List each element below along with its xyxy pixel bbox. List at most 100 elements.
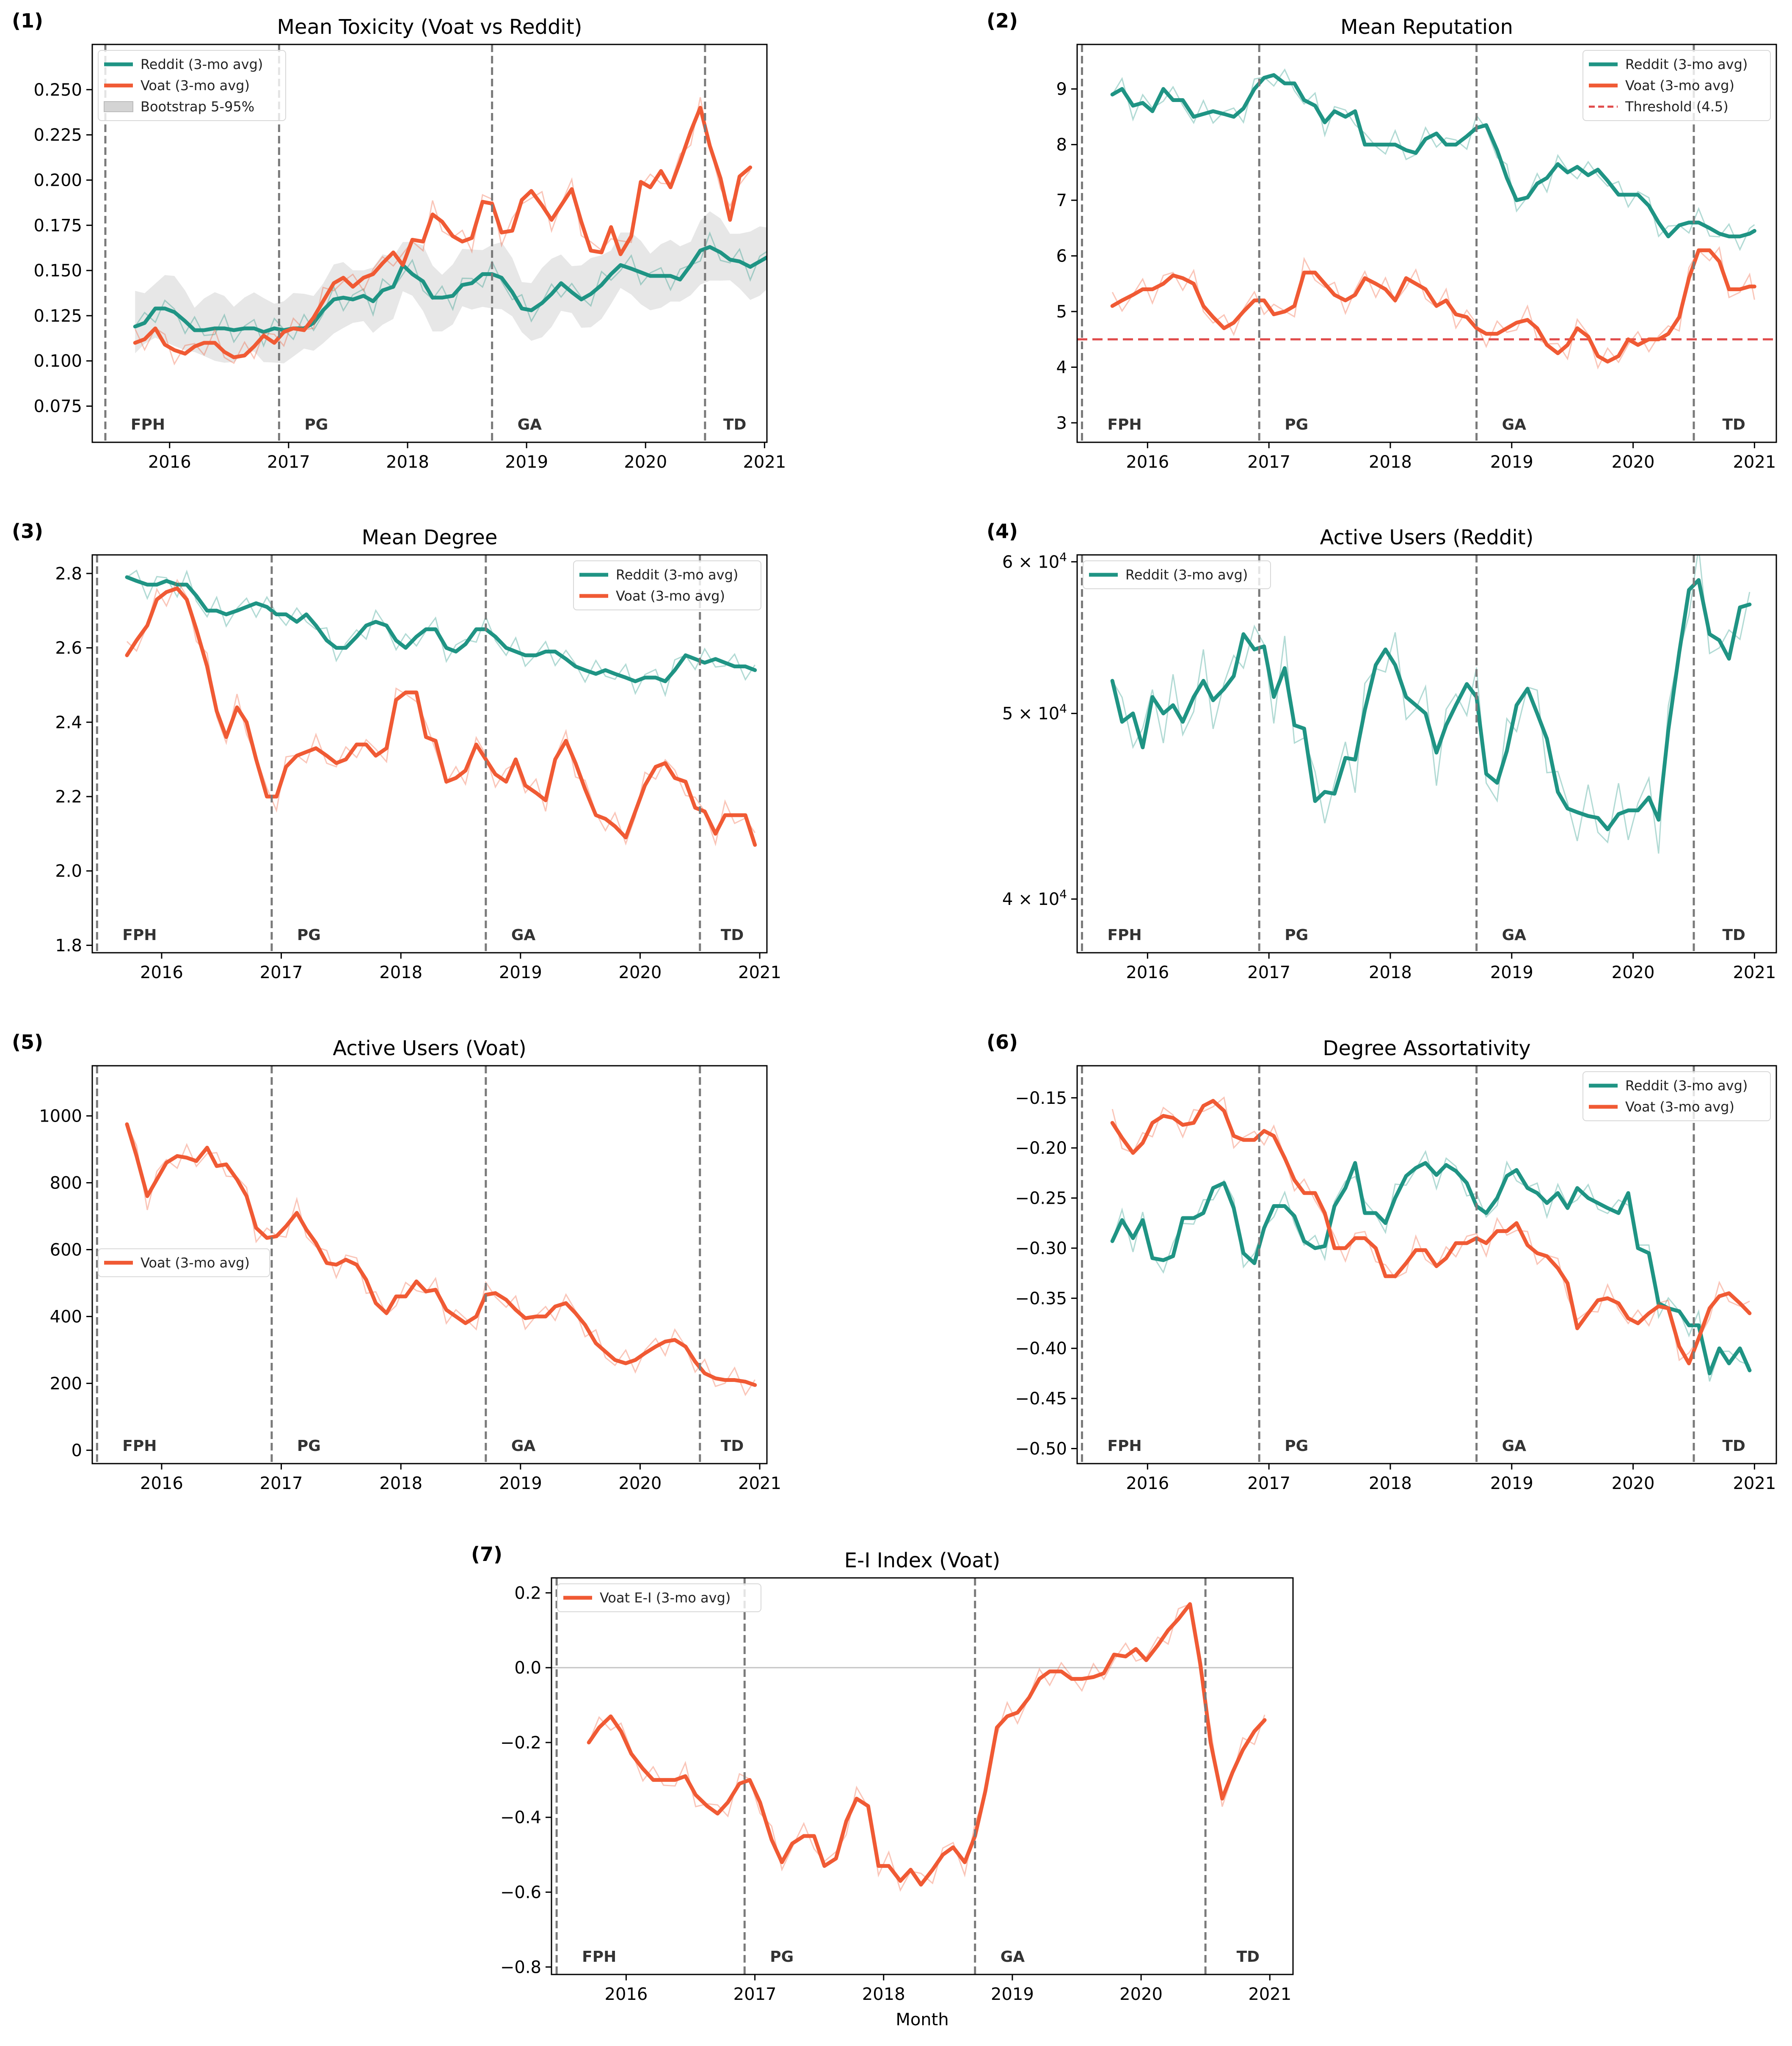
x-tick-label: 2019: [499, 1474, 542, 1493]
raw-line-voat-3-mo-avg: [1111, 246, 1755, 369]
plot-area: [551, 1578, 1293, 1974]
event-label-pg: PG: [297, 926, 321, 944]
y-tick-label: 800: [50, 1173, 82, 1193]
legend: Reddit (3-mo avg) Voat (3-mo avg) Threshol…: [1582, 50, 1771, 121]
x-tick-label: 2021: [743, 452, 786, 472]
chart-title: Mean Toxicity (Voat vs Reddit): [277, 15, 582, 39]
legend-label: Reddit (3-mo avg): [616, 567, 738, 583]
axes-frame: [1076, 554, 1777, 954]
y-tick-label: 0.2: [514, 1583, 541, 1603]
y-tick-label: 5: [1056, 302, 1067, 322]
y-tick-label: 600: [50, 1240, 82, 1260]
y-tick-label: 0.225: [33, 126, 82, 145]
y-tick-label: 0.075: [33, 397, 82, 416]
panel-label: (7): [471, 1543, 502, 1566]
y-tick-label: 1.8: [55, 936, 82, 955]
series-line-voat-3-mo-avg: [1110, 1099, 1752, 1365]
y-tick-label: 400: [50, 1307, 82, 1326]
legend-box: [1582, 1071, 1771, 1121]
legend: Voat E-I (3-mo avg): [557, 1583, 761, 1612]
event-label-fph: FPH: [122, 1437, 157, 1455]
x-tick-label: 2017: [1247, 452, 1290, 472]
y-tick-label: 4: [1056, 358, 1067, 378]
legend-box: [573, 560, 761, 610]
bootstrap-band: [135, 211, 767, 364]
panel-4: (4) Active Users (Reddit) FPH PG GA TD 2016 201…: [987, 520, 1777, 982]
chart-title: Mean Reputation: [1340, 15, 1513, 39]
chart-title: Active Users (Voat): [333, 1037, 527, 1060]
chart-title: Mean Degree: [362, 526, 498, 549]
plot-area: [1081, 555, 1752, 953]
legend-box: [557, 1583, 761, 1612]
y-tick-label: 0: [72, 1441, 82, 1460]
x-tick-label: 2017: [260, 963, 303, 982]
y-tick-label: −0.2: [500, 1733, 541, 1753]
panel-7: (7) E-I Index (Voat) FPH PG GA TD 2016 2017 2018…: [471, 1543, 1294, 2029]
x-tick-label: 2018: [1369, 1474, 1412, 1493]
raw-line-reddit-3-mo-avg: [1111, 1150, 1750, 1382]
panel-1: (1) Mean Toxicity (Voat vs Reddit) FPH PG GA…: [12, 9, 786, 472]
plot-area: [1077, 44, 1776, 442]
y-tick-label: −0.6: [500, 1883, 541, 1903]
legend-label: Voat (3-mo avg): [141, 1255, 250, 1271]
chart-title: Active Users (Reddit): [1320, 526, 1534, 549]
event-label-pg: PG: [1285, 416, 1308, 433]
x-tick-label: 2016: [140, 1474, 183, 1493]
x-tick-label: 2019: [1490, 1474, 1533, 1493]
event-label-td: TD: [721, 926, 744, 944]
axes-frame: [91, 1065, 768, 1464]
y-tick-label: 0.175: [33, 216, 82, 235]
raw-line-voat-3-mo-avg: [1111, 1096, 1750, 1362]
y-tick-label: 8: [1056, 135, 1067, 155]
x-tick-label: 2018: [379, 963, 422, 982]
series-line-reddit-3-mo-avg: [1110, 1161, 1752, 1376]
x-tick-label: 2018: [1369, 452, 1412, 472]
y-tick-label: −0.30: [1015, 1239, 1067, 1258]
y-tick-label: 7: [1056, 191, 1067, 210]
event-label-pg: PG: [1285, 1437, 1308, 1455]
panel-5: (5) Active Users (Voat) FPH PG GA TD 2016 2017 2…: [12, 1031, 781, 1493]
event-label-fph: FPH: [582, 1948, 616, 1966]
x-tick-label: 2019: [1490, 963, 1533, 982]
panel-6: (6) Degree Assortativity FPH PG GA TD 2016 2017…: [987, 1031, 1777, 1493]
y-tick-label: −0.8: [500, 1958, 541, 1977]
x-tick-label: 2016: [1126, 452, 1169, 472]
event-label-td: TD: [1722, 1437, 1745, 1455]
x-tick-label: 2020: [1612, 1474, 1655, 1493]
x-tick-label: 2018: [1369, 963, 1412, 982]
x-tick-label: 2018: [386, 452, 429, 472]
panel-label: (5): [12, 1031, 43, 1053]
x-tick-label: 2017: [1247, 1474, 1290, 1493]
legend-swatch: [104, 101, 133, 112]
event-label-td: TD: [1722, 926, 1745, 944]
y-tick-label: −0.45: [1015, 1389, 1067, 1409]
event-label-pg: PG: [1285, 926, 1308, 944]
event-label-pg: PG: [297, 1437, 321, 1455]
legend: Voat (3-mo avg): [98, 1248, 270, 1277]
y-tick-label: −0.40: [1015, 1339, 1067, 1359]
y-tick-label: −0.50: [1015, 1439, 1067, 1459]
panel-label: (6): [987, 1031, 1018, 1053]
y-tick-label: −0.15: [1015, 1089, 1067, 1108]
y-tick-label: −0.20: [1015, 1139, 1067, 1158]
x-tick-label: 2017: [260, 1474, 303, 1493]
legend-label: Voat (3-mo avg): [1625, 77, 1734, 94]
axes-frame: [551, 1577, 1294, 1975]
legend-box: [1582, 50, 1771, 121]
legend-label: Voat (3-mo avg): [141, 77, 250, 94]
event-label-fph: FPH: [122, 926, 157, 944]
x-tick-label: 2020: [624, 452, 667, 472]
x-tick-label: 2019: [499, 963, 542, 982]
legend-box: [98, 1248, 270, 1277]
y-tick-label: 0.150: [33, 261, 82, 281]
event-label-pg: PG: [770, 1948, 794, 1966]
x-axis-label: Month: [896, 2010, 948, 2029]
series-line-voat-3-mo-avg: [125, 1122, 757, 1387]
x-tick-label: 2017: [733, 1985, 777, 2004]
legend-label: Reddit (3-mo avg): [1625, 56, 1748, 72]
y-tick-label: 2.4: [55, 713, 82, 732]
series-line-reddit-3-mo-avg: [1110, 73, 1756, 239]
x-tick-label: 2021: [738, 1474, 781, 1493]
plot-area: [96, 555, 757, 953]
